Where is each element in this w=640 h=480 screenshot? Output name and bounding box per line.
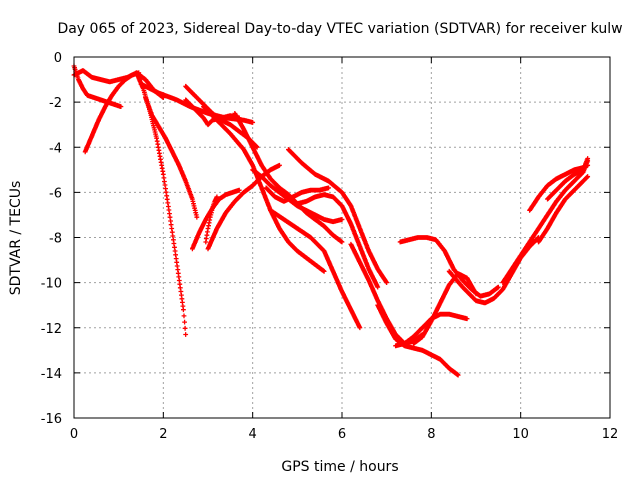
series-track-11 [205,162,282,252]
series-track-18 [268,208,363,331]
series-track-26 [527,162,591,213]
series-track-15 [263,185,331,204]
x-tick-label: 6 [338,427,346,442]
y-tick-label: -16 [41,412,62,427]
chart-title: Day 065 of 2023, Sidereal Day-to-day VTE… [57,21,622,37]
y-tick-label: -10 [41,277,62,292]
series-track-14 [250,167,345,225]
plus-markers-track-27 [536,174,591,245]
y-tick-label: -12 [41,322,62,337]
x-tick-label: 12 [602,427,619,442]
series-track-9 [203,194,220,245]
plus-markers-track-17 [294,192,381,290]
series-track-17 [294,192,381,290]
series-track-16 [286,147,390,286]
y-tick-label: -6 [49,186,62,201]
series-track-5 [143,95,200,220]
plus-markers-track-9 [203,194,220,245]
plus-markers-track-25 [500,158,591,285]
plus-markers-track-14 [250,167,345,225]
x-tick-label: 8 [427,427,435,442]
y-axis-label: SDTVAR / TECUs [8,181,24,296]
plus-markers-track-26 [527,162,591,213]
plus-markers-track-16 [286,147,390,286]
data-series [71,63,591,378]
plus-markers-track-11 [205,162,282,252]
series-track-4 [134,70,189,337]
x-tick-label: 10 [512,427,529,442]
plus-markers-track-19 [348,241,425,346]
series-track-28 [545,156,591,202]
x-tick-label: 0 [70,427,78,442]
x-tick-label: 2 [159,427,167,442]
y-tick-label: -4 [49,141,62,156]
plot-frame [73,56,611,419]
plus-markers-track-18 [268,208,363,331]
series-track-3 [82,70,142,155]
y-tick-label: -14 [41,367,62,382]
x-axis-label: GPS time / hours [281,459,398,475]
plus-markers-track-4 [134,70,189,337]
series-track-25 [500,158,591,285]
series-track-27 [536,174,591,245]
plus-markers-track-15 [263,185,331,204]
series-track-19 [348,241,425,346]
y-tick-label: -8 [49,232,62,247]
plus-markers-track-3 [82,70,142,155]
plus-markers-track-5 [143,95,200,220]
x-tick-label: 4 [249,427,257,442]
plus-markers-track-28 [545,156,591,202]
y-tick-label: 0 [54,51,62,66]
grid-lines [74,57,610,418]
y-tick-label: -2 [49,96,62,111]
